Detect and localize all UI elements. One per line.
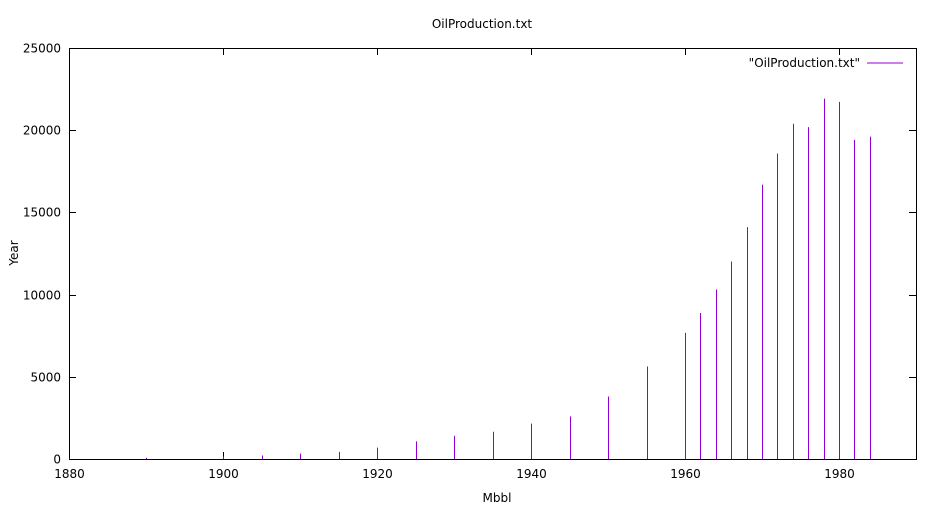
legend: "OilProduction.txt" [749, 56, 903, 70]
legend-label: "OilProduction.txt" [749, 56, 860, 70]
y-tick-label: 25000 [23, 42, 61, 56]
axes: 0 5000 10000 15000 20000 25000 1880 1900 1920 194… [23, 42, 917, 481]
plot-border [69, 48, 917, 460]
impulse-series [69, 98, 871, 459]
y-tick-label: 5000 [30, 371, 61, 385]
x-tick-label: 1960 [670, 467, 701, 481]
y-tick-label: 20000 [23, 124, 61, 138]
x-axis-label: Mbbl [483, 491, 512, 505]
x-tick-label: 1920 [362, 467, 393, 481]
y-tick-label: 10000 [23, 289, 61, 303]
y-tick-label: 15000 [23, 206, 61, 220]
y-tick-label: 0 [53, 453, 61, 467]
x-tick-label: 1900 [208, 467, 239, 481]
chart-title: OilProduction.txt [432, 17, 533, 31]
y-axis-label: Year [7, 240, 21, 266]
x-tick-label: 1880 [54, 467, 85, 481]
x-tick-label: 1980 [824, 467, 855, 481]
x-tick-label: 1940 [516, 467, 547, 481]
